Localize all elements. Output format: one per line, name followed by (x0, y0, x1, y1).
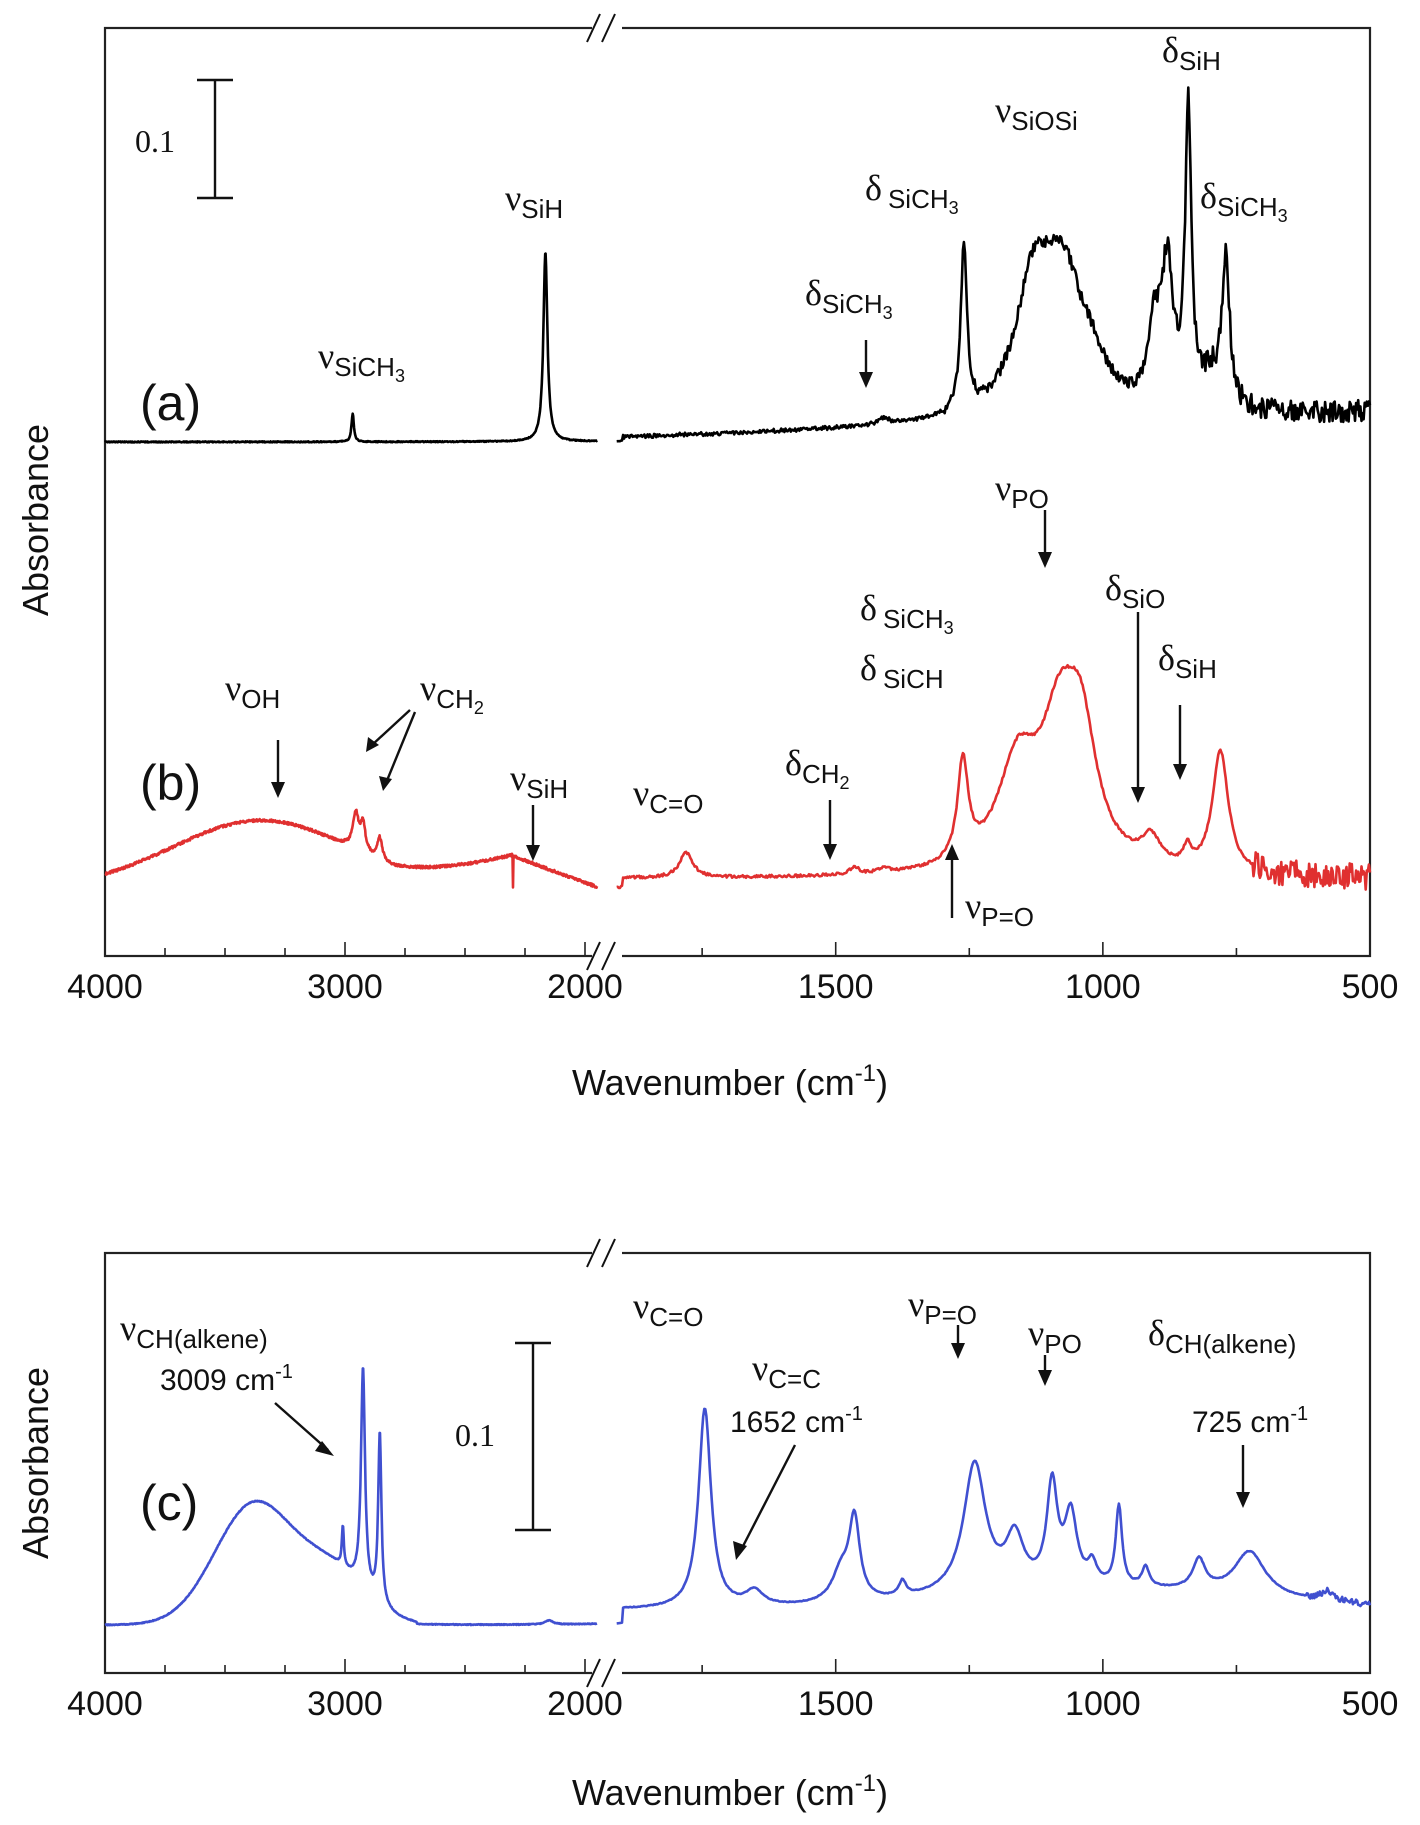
x-axis-title-text-bottom: Wavenumber (cm (572, 1772, 855, 1813)
arrow-c-3009 (274, 1402, 329, 1451)
ann-a-delta-sich3-2: δ SiCH3 (865, 168, 959, 218)
ann-b-nu-co: νC=O (633, 773, 703, 819)
arrowhead-a-delta-sich3-1 (859, 372, 873, 388)
arrow-c-1652 (738, 1444, 797, 1553)
plot-frame-top (103, 26, 1372, 958)
arrowhead-b-nu-ch2-1 (366, 737, 379, 752)
ann-b-nu-sih: νSiH (510, 758, 568, 804)
x-tick-label: 1000 (1065, 1685, 1141, 1723)
y-axis-title-top: Absorbance (15, 424, 56, 616)
annotations-c: νCH(alkene) 3009 cm-1 νC=O νC=C 1652 cm-… (120, 1284, 1308, 1560)
arrowhead-b-nu-po (1038, 552, 1052, 568)
arrowhead-b-nu-p-eq-o (945, 844, 959, 860)
ann-c-nu-po: νPO (1028, 1313, 1082, 1359)
ann-b-nu-ch2: νCH2 (420, 668, 484, 718)
ann-c-1652: 1652 cm-1 (730, 1403, 863, 1439)
x-tick-label: 500 (1342, 968, 1399, 1006)
x-axis-title-close-bottom: ) (876, 1772, 888, 1813)
x-axis-title-sup: -1 (855, 1060, 876, 1087)
x-tick-label: 1500 (798, 968, 874, 1006)
arrowhead-b-delta-sio (1131, 787, 1145, 803)
arrow-b-nu-ch2-2 (384, 711, 417, 784)
arrowhead-b-nu-oh (271, 782, 285, 798)
x-axis-title-close: ) (876, 1062, 888, 1103)
arrowhead-b-delta-ch2 (823, 844, 837, 860)
scale-bar-label-top: 0.1 (135, 123, 175, 159)
arrow-b-nu-ch2-1 (371, 709, 411, 746)
ann-a-delta-sich3-3: δSiCH3 (1200, 176, 1288, 226)
ann-b-nu-oh: νOH (225, 668, 280, 714)
ann-c-nu-ch-alkene: νCH(alkene) (120, 1308, 268, 1354)
scale-bar-top: 0.1 (135, 78, 233, 200)
ann-c-725: 725 cm-1 (1192, 1403, 1308, 1439)
axis-break-top (586, 13, 622, 971)
arrowhead-b-nu-ch2-2 (379, 776, 392, 791)
y-axis-title-bottom: Absorbance (15, 1367, 56, 1559)
ann-c-nu-cc: νC=C (752, 1348, 821, 1394)
x-axis-title-sup-bottom: -1 (855, 1770, 876, 1797)
x-tick-label: 4000 (67, 1685, 143, 1723)
panel-label-b: (b) (140, 755, 201, 811)
ann-c-delta-ch-alkene: δCH(alkene) (1148, 1313, 1296, 1359)
arrowhead-b-delta-sih (1173, 764, 1187, 780)
series-b-line (104, 663, 1372, 891)
arrowhead-c-nu-po (1038, 1370, 1052, 1386)
ann-b-delta-sio: δSiO (1105, 568, 1165, 614)
panel-bottom: 4000 3000 2000 1500 1000 500 Absorbance Waven… (15, 1238, 1398, 1813)
ann-b-nu-p-eq-o: νP=O (965, 886, 1034, 932)
plot-frame-bottom (103, 1251, 1372, 1675)
scale-bar-label-bottom: 0.1 (455, 1417, 495, 1453)
arrowhead-c-nu-p-eq-o (951, 1343, 965, 1359)
x-tick-label: 2000 (547, 968, 623, 1006)
x-tick-label: 1500 (798, 1685, 874, 1723)
series-a-line (104, 86, 1372, 444)
x-axis-title-text: Wavenumber (cm (572, 1062, 855, 1103)
ann-a-delta-sich3-1: δSiCH3 (805, 273, 893, 323)
ann-b-delta-sich3: δ SiCH3 (860, 588, 954, 638)
arrowhead-c-725 (1236, 1492, 1250, 1508)
ann-b-delta-ch2: δCH2 (785, 743, 850, 793)
axis-break-bottom (586, 1238, 622, 1688)
ann-b-delta-sich: δ SiCH (860, 648, 944, 694)
ann-a-nu-sich3: νSiCH3 (318, 336, 405, 386)
ann-b-nu-po: νPO (995, 468, 1049, 514)
annotations-b: νOH νCH2 νSiH νC=O δCH2 δ SiCH3 δ SiCH νPO… (225, 468, 1217, 932)
ann-c-3009: 3009 cm-1 (160, 1361, 293, 1397)
x-axis-title-bottom: Wavenumber (cm-1) (572, 1770, 888, 1813)
arrowhead-c-1652 (733, 1541, 747, 1560)
ann-c-nu-co: νC=O (633, 1286, 703, 1332)
panel-top: 4000 3000 2000 1500 1000 500 Absorbance Waven… (15, 13, 1398, 1103)
x-tick-label: 3000 (307, 968, 383, 1006)
panel-label-c: (c) (140, 1475, 198, 1531)
ann-b-delta-sih: δSiH (1158, 638, 1217, 684)
x-ticks-top: 4000 3000 2000 1500 1000 500 (67, 942, 1398, 1006)
ann-a-nu-sih: νSiH (505, 178, 563, 224)
ann-a-nu-siosi: νSiOSi (995, 90, 1078, 136)
x-axis-title-top: Wavenumber (cm-1) (572, 1060, 888, 1103)
ann-a-delta-sih: δSiH (1162, 30, 1221, 76)
arrowhead-b-nu-sih (526, 845, 540, 861)
x-tick-label: 2000 (547, 1685, 623, 1723)
annotations-a: νSiCH3 νSiH δSiCH3 δ SiCH3 νSiOSi δSiH δS… (318, 30, 1288, 388)
series-c-line (104, 1367, 1372, 1627)
x-tick-label: 1000 (1065, 968, 1141, 1006)
x-tick-label: 3000 (307, 1685, 383, 1723)
x-tick-label: 4000 (67, 968, 143, 1006)
scale-bar-bottom: 0.1 (455, 1341, 551, 1532)
panel-label-a: (a) (140, 375, 201, 431)
x-tick-label: 500 (1342, 1685, 1399, 1723)
x-ticks-bottom: 4000 3000 2000 1500 1000 500 (67, 1659, 1398, 1723)
ann-c-nu-p-eq-o: νP=O (908, 1284, 977, 1330)
arrowhead-c-3009 (315, 1441, 334, 1456)
